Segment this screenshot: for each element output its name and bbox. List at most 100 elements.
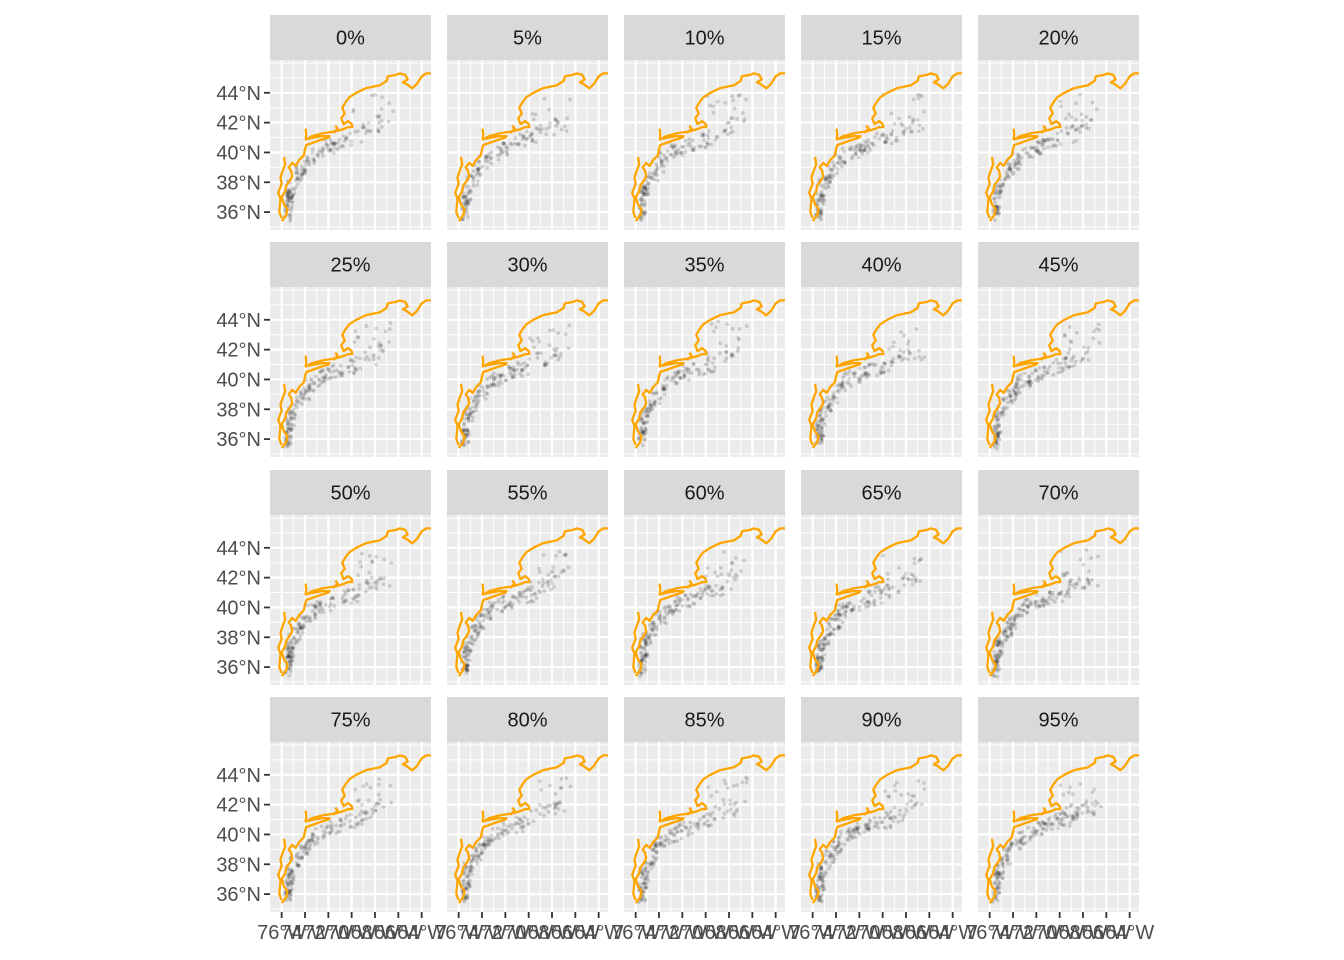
data-point <box>316 384 320 389</box>
data-point <box>489 617 493 621</box>
data-point <box>337 144 342 149</box>
data-point <box>640 215 645 219</box>
data-point <box>725 809 730 814</box>
data-point <box>997 422 1002 427</box>
data-point <box>696 824 701 828</box>
data-point <box>526 372 531 377</box>
data-point <box>311 832 316 837</box>
data-point <box>553 348 558 353</box>
data-point <box>1009 627 1014 632</box>
data-point <box>1008 167 1013 171</box>
data-point <box>465 668 470 673</box>
data-point <box>669 152 674 157</box>
data-point <box>652 861 656 866</box>
y-tick-label: 38°N <box>216 172 261 194</box>
data-point <box>1035 828 1040 833</box>
data-point <box>722 802 727 807</box>
data-point <box>1097 340 1102 345</box>
data-point <box>478 853 483 857</box>
data-point <box>671 610 676 614</box>
data-point <box>995 414 1000 419</box>
data-point <box>865 150 870 155</box>
data-point <box>550 581 555 586</box>
data-point <box>661 386 665 391</box>
data-point <box>472 853 477 858</box>
data-point <box>1091 813 1096 817</box>
point-layer <box>282 321 393 449</box>
data-point <box>328 830 333 835</box>
data-point <box>469 634 474 639</box>
data-point <box>465 647 470 652</box>
data-point <box>853 147 858 152</box>
data-point <box>1096 554 1100 559</box>
data-point <box>641 191 646 195</box>
data-point <box>886 347 891 352</box>
data-point <box>993 880 998 885</box>
data-point <box>683 593 688 598</box>
data-point <box>1009 632 1014 636</box>
data-point <box>524 136 529 141</box>
data-point <box>496 380 501 385</box>
data-point <box>730 94 735 98</box>
data-point <box>377 114 382 119</box>
data-point <box>995 669 1000 673</box>
data-point <box>466 440 471 445</box>
data-point <box>1069 340 1074 345</box>
data-point <box>1006 848 1010 852</box>
data-point <box>836 623 840 628</box>
data-point <box>1045 370 1050 375</box>
coastline <box>631 838 641 901</box>
data-point <box>1087 579 1091 583</box>
data-point <box>822 652 827 657</box>
data-point <box>467 199 471 204</box>
data-point <box>835 161 840 166</box>
data-point <box>877 136 882 141</box>
data-point <box>918 557 923 562</box>
data-point <box>534 126 539 130</box>
data-point <box>723 101 728 105</box>
data-point <box>307 159 312 164</box>
data-point <box>1047 594 1052 599</box>
data-point <box>672 833 677 837</box>
data-point <box>294 165 299 170</box>
data-point <box>669 142 674 147</box>
data-point <box>287 644 291 648</box>
data-point <box>662 616 667 620</box>
data-point <box>1006 634 1011 639</box>
data-point <box>354 355 359 360</box>
data-point <box>464 653 469 658</box>
data-point <box>839 384 844 388</box>
data-point <box>289 423 294 428</box>
data-point <box>519 825 524 830</box>
data-point <box>326 143 331 148</box>
data-point <box>643 642 648 647</box>
data-point <box>862 148 867 152</box>
data-point <box>502 823 507 828</box>
data-point <box>502 828 507 833</box>
data-point <box>998 195 1003 200</box>
data-point <box>705 142 710 147</box>
data-point <box>288 417 293 422</box>
data-point <box>996 639 1001 644</box>
data-point <box>640 417 645 422</box>
data-point <box>565 116 570 121</box>
strip-label: 55% <box>507 483 547 505</box>
data-point <box>641 881 646 886</box>
data-point <box>873 135 877 140</box>
data-point <box>867 590 872 595</box>
data-point <box>1092 811 1096 816</box>
data-point <box>875 373 879 378</box>
data-point <box>476 159 481 164</box>
data-point <box>1058 811 1063 816</box>
data-point <box>524 595 529 600</box>
data-point <box>346 588 350 593</box>
data-point <box>466 879 471 884</box>
data-point <box>1022 371 1027 376</box>
data-point <box>317 602 322 607</box>
data-point <box>464 197 469 202</box>
data-point <box>346 588 351 593</box>
data-point <box>372 336 377 341</box>
y-tick-label: 42°N <box>216 113 261 135</box>
data-point <box>364 580 369 585</box>
data-point <box>872 815 877 820</box>
